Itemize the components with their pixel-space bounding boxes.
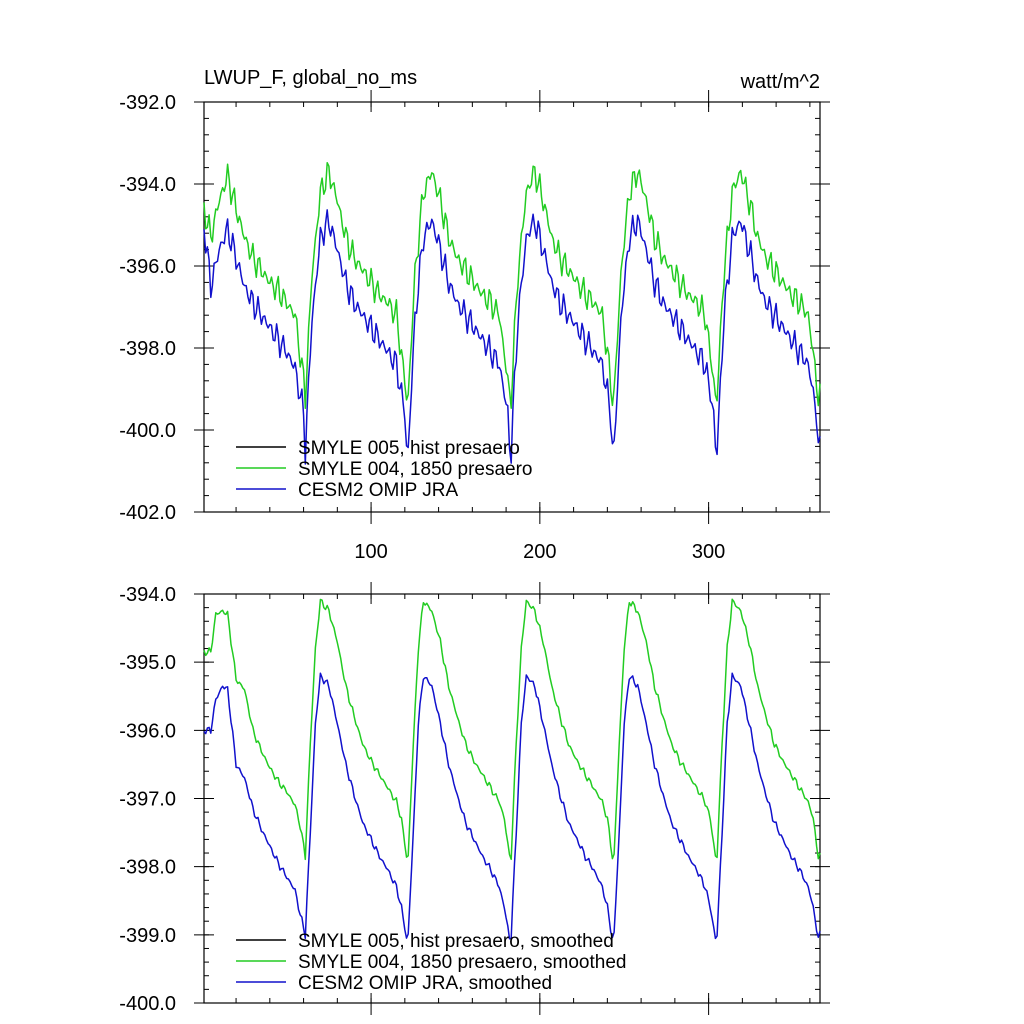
legend-label: CESM2 OMIP JRA, smoothed: [298, 973, 552, 994]
units-label: watt/m^2: [740, 71, 820, 93]
legend-label: SMYLE 004, 1850 presaero, smoothed: [298, 952, 626, 973]
y-tick-label: -399.0: [119, 925, 176, 947]
y-tick-label: -394.0: [119, 174, 176, 196]
y-tick-label: -396.0: [119, 256, 176, 278]
y-tick-label: -398.0: [119, 857, 176, 879]
y-tick-label: -400.0: [119, 993, 176, 1015]
y-tick-label: -392.0: [119, 92, 176, 114]
legend-label: SMYLE 005, hist presaero: [298, 438, 520, 459]
legend-label: CESM2 OMIP JRA: [298, 480, 458, 501]
y-tick-label: -394.0: [119, 584, 176, 606]
series-line: [203, 209, 821, 465]
plot-frame: [203, 101, 821, 513]
top-panel: -392.0 -394.0 -396.0 -398.0 -400.0 -402.0 100 2…: [119, 90, 830, 563]
bottom-panel: -394.0 -395.0 -396.0 -397.0 -398.0 -399.0 -400…: [119, 582, 830, 1015]
series-line: [203, 598, 821, 861]
x-tick-label: 300: [692, 541, 725, 563]
series-line: [203, 161, 821, 410]
y-tick-label: -400.0: [119, 420, 176, 442]
chart-title: LWUP_F, global_no_ms: [204, 67, 417, 89]
y-tick-label: -402.0: [119, 502, 176, 524]
y-tick-label: -396.0: [119, 720, 176, 742]
legend-label: SMYLE 005, hist presaero, smoothed: [298, 931, 614, 952]
x-tick-label: 200: [523, 541, 556, 563]
legend-label: SMYLE 004, 1850 presaero: [298, 459, 533, 480]
y-tick-label: -395.0: [119, 652, 176, 674]
series-line: [203, 672, 821, 940]
y-tick-label: -397.0: [119, 789, 176, 811]
x-tick-label: 100: [354, 541, 387, 563]
y-tick-label: -398.0: [119, 338, 176, 360]
